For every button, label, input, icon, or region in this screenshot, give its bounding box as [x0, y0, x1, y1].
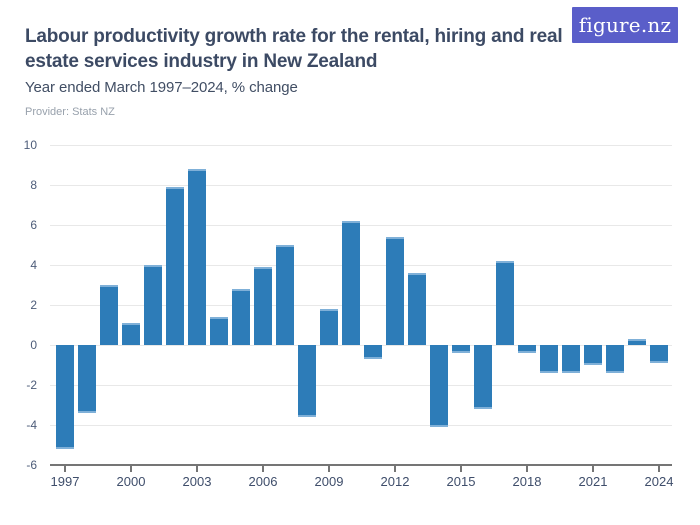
bar-2014[interactable]: [430, 345, 448, 427]
x-tick-label-2015: 2015: [446, 474, 476, 489]
x-tick-label-2018: 2018: [512, 474, 542, 489]
bar-2019[interactable]: [540, 345, 558, 373]
bar-2022[interactable]: [606, 345, 624, 373]
bar-2010[interactable]: [342, 221, 360, 345]
x-axis-tick: [130, 466, 132, 472]
x-axis-tick: [262, 466, 264, 472]
figurenz-logo[interactable]: figure.nz: [572, 7, 678, 43]
bar-2008[interactable]: [298, 345, 316, 417]
gridline: [50, 345, 672, 346]
gridline: [50, 185, 672, 186]
bar-1997[interactable]: [56, 345, 74, 449]
x-axis-tick: [526, 466, 528, 472]
x-axis-tick: [592, 466, 594, 472]
provider-credit: Provider: Stats NZ: [25, 106, 115, 118]
bar-2001[interactable]: [144, 265, 162, 345]
y-tick-label: 6: [30, 218, 37, 232]
x-axis-tick: [394, 466, 396, 472]
gridline: [50, 385, 672, 386]
x-tick-label-2021: 2021: [578, 474, 608, 489]
x-axis-tick: [460, 466, 462, 472]
gridline: [50, 265, 672, 266]
x-tick-label-2003: 2003: [182, 474, 212, 489]
bar-1999[interactable]: [100, 285, 118, 345]
y-tick-label: 4: [30, 258, 37, 272]
figurenz-logo-text: figure.nz: [578, 13, 672, 37]
bar-2012[interactable]: [386, 237, 404, 345]
x-axis-tick: [658, 466, 660, 472]
x-tick-label-2024: 2024: [644, 474, 674, 489]
bar-2021[interactable]: [584, 345, 602, 365]
y-tick-label: -4: [26, 418, 37, 432]
x-axis-tick: [196, 466, 198, 472]
gridline: [50, 305, 672, 306]
x-axis-line: [50, 464, 672, 466]
y-tick-label: 2: [30, 298, 37, 312]
x-axis-tick: [328, 466, 330, 472]
page-title: Labour productivity growth rate for the …: [25, 26, 563, 73]
bar-2005[interactable]: [232, 289, 250, 345]
x-tick-label-2009: 2009: [314, 474, 344, 489]
x-axis-tick: [64, 466, 66, 472]
gridline: [50, 145, 672, 146]
gridline: [50, 425, 672, 426]
bar-2013[interactable]: [408, 273, 426, 345]
x-tick-label-2012: 2012: [380, 474, 410, 489]
bar-2011[interactable]: [364, 345, 382, 359]
chart-subtitle: Year ended March 1997–2024, % change: [25, 79, 298, 96]
x-tick-label-2000: 2000: [116, 474, 146, 489]
bar-2006[interactable]: [254, 267, 272, 345]
bar-2016[interactable]: [474, 345, 492, 409]
y-tick-label: -6: [26, 458, 37, 472]
y-tick-label: -2: [26, 378, 37, 392]
bar-2007[interactable]: [276, 245, 294, 345]
y-tick-label: 8: [30, 178, 37, 192]
bar-2000[interactable]: [122, 323, 140, 345]
bar-2020[interactable]: [562, 345, 580, 373]
bar-2003[interactable]: [188, 169, 206, 345]
gridline: [50, 225, 672, 226]
bar-2017[interactable]: [496, 261, 514, 345]
bar-2023[interactable]: [628, 339, 646, 345]
bar-1998[interactable]: [78, 345, 96, 413]
x-tick-label-2006: 2006: [248, 474, 278, 489]
x-tick-label-1997: 1997: [50, 474, 80, 489]
y-tick-label: 10: [23, 138, 37, 152]
bar-2015[interactable]: [452, 345, 470, 353]
bar-2018[interactable]: [518, 345, 536, 353]
bar-2024[interactable]: [650, 345, 668, 363]
bar-2004[interactable]: [210, 317, 228, 345]
bar-2009[interactable]: [320, 309, 338, 345]
y-tick-label: 0: [30, 338, 37, 352]
bar-2002[interactable]: [166, 187, 184, 345]
